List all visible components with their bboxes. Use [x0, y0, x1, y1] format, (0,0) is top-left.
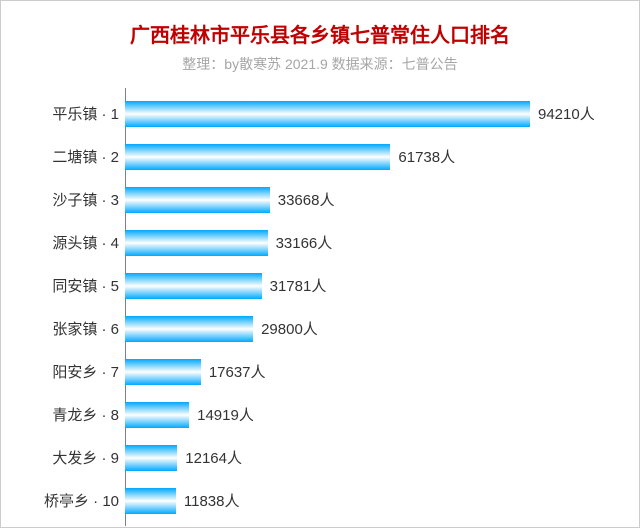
bar — [125, 273, 262, 299]
bar-row: 源头镇 · 4 33166人 — [25, 221, 615, 264]
bar — [125, 445, 177, 471]
bar-value: 33668人 — [278, 189, 335, 210]
bar-row: 同安镇 · 5 31781人 — [25, 264, 615, 307]
bar — [125, 101, 530, 127]
bar-label: 大发乡 · 9 — [25, 447, 125, 468]
bar-label: 沙子镇 · 3 — [25, 189, 125, 210]
bar-label: 桥亭乡 · 10 — [25, 490, 125, 511]
bar-row: 青龙乡 · 8 14919人 — [25, 393, 615, 436]
bar-track: 12164人 — [125, 436, 615, 479]
bar-label: 源头镇 · 4 — [25, 232, 125, 253]
bar-track: 29800人 — [125, 307, 615, 350]
bar-track: 61738人 — [125, 135, 615, 178]
bar-row: 阳安乡 · 7 17637人 — [25, 350, 615, 393]
bar — [125, 187, 270, 213]
bar-track: 31781人 — [125, 264, 615, 307]
bar-value: 11838人 — [184, 490, 240, 511]
bar-value: 31781人 — [270, 275, 327, 296]
bar-value: 29800人 — [261, 318, 318, 339]
bar-label: 张家镇 · 6 — [25, 318, 125, 339]
bar-label: 平乐镇 · 1 — [25, 103, 125, 124]
chart-title: 广西桂林市平乐县各乡镇七普常住人口排名 — [25, 19, 615, 48]
chart-subtitle: 整理：by散寒苏 2021.9 数据来源：七普公告 — [25, 54, 615, 74]
bar-value: 33166人 — [276, 232, 333, 253]
bar-value: 14919人 — [197, 404, 254, 425]
bar-row: 大发乡 · 9 12164人 — [25, 436, 615, 479]
bar — [125, 402, 189, 428]
bar-value: 61738人 — [398, 146, 455, 167]
bar-label: 阳安乡 · 7 — [25, 361, 125, 382]
bar — [125, 488, 176, 514]
bar-rows: 平乐镇 · 1 94210人二塘镇 · 2 61738人沙子镇 · 3 33668人源… — [25, 92, 615, 522]
bar-track: 11838人 — [125, 479, 615, 522]
bar-label: 青龙乡 · 8 — [25, 404, 125, 425]
bar — [125, 359, 201, 385]
bar-track: 14919人 — [125, 393, 615, 436]
bar-value: 17637人 — [209, 361, 266, 382]
bar-row: 桥亭乡 · 10 11838人 — [25, 479, 615, 522]
bar-row: 二塘镇 · 2 61738人 — [25, 135, 615, 178]
bar-row: 沙子镇 · 3 33668人 — [25, 178, 615, 221]
bar-track: 33668人 — [125, 178, 615, 221]
bar-label: 二塘镇 · 2 — [25, 146, 125, 167]
bar-track: 33166人 — [125, 221, 615, 264]
bar-label: 同安镇 · 5 — [25, 275, 125, 296]
bar-track: 94210人 — [125, 92, 615, 135]
bar-value: 12164人 — [185, 447, 242, 468]
bar — [125, 230, 268, 256]
bar — [125, 316, 253, 342]
bar-row: 张家镇 · 6 29800人 — [25, 307, 615, 350]
bar-track: 17637人 — [125, 350, 615, 393]
bar-value: 94210人 — [538, 103, 595, 124]
bar — [125, 144, 390, 170]
chart-container: 广西桂林市平乐县各乡镇七普常住人口排名 整理：by散寒苏 2021.9 数据来源… — [0, 0, 640, 528]
bar-row: 平乐镇 · 1 94210人 — [25, 92, 615, 135]
